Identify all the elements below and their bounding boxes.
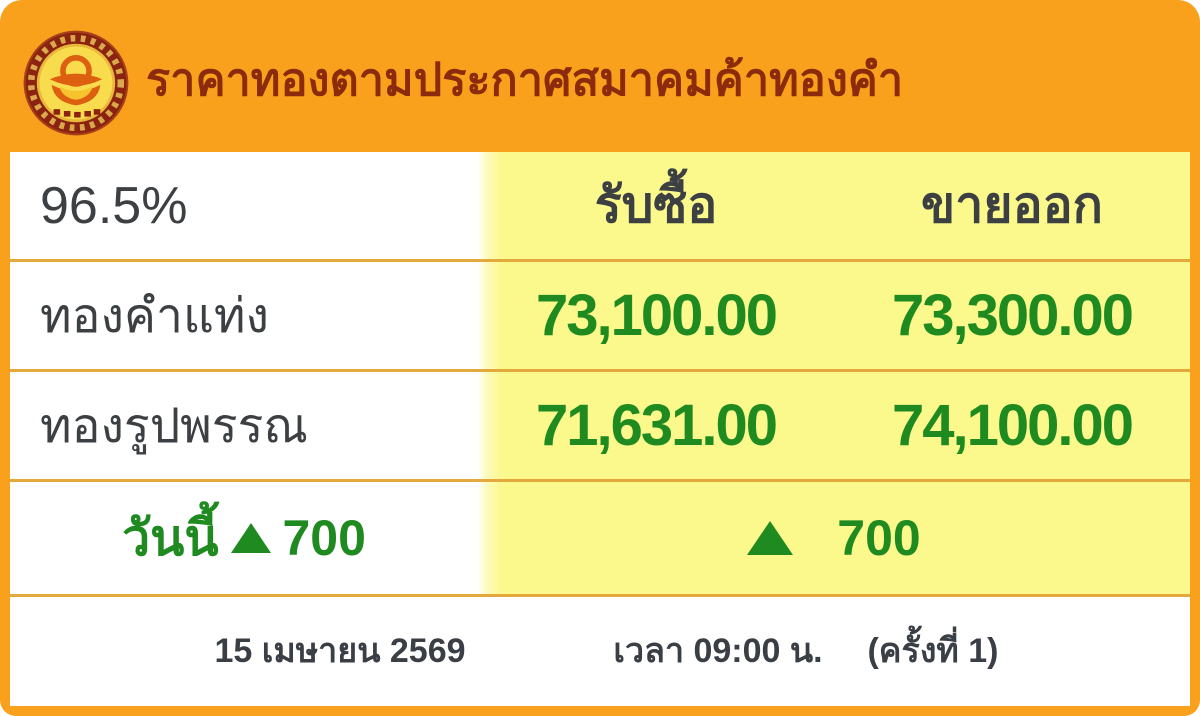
board-header: ราคาทองตามประกาศสมาคมค้าทองคำ — [0, 0, 1200, 152]
announcement-round-text: (ครั้งที่ 1) — [867, 632, 999, 670]
header-columns: รับซื้อ ขายออก — [478, 152, 1190, 259]
buy-price: 71,631.00 — [535, 393, 778, 458]
buy-price: 73,100.00 — [535, 283, 778, 348]
product-label: ทองรูปพรรณ — [40, 399, 308, 453]
page-title: ราคาทองตามประกาศสมาคมค้าทองคำ — [146, 54, 904, 105]
table-row-gold-bar: ทองคำแท่ง 73,100.00 73,300.00 — [10, 262, 1190, 372]
price-table: 96.5% รับซื้อ ขายออก ทองคำแท่ง 73,100.00 — [10, 152, 1190, 706]
gold-association-logo-icon — [23, 30, 129, 136]
buy-price-cell: 71,631.00 — [478, 392, 834, 459]
product-label: ทองคำแท่ง — [40, 289, 269, 343]
buy-column-header: รับซื้อ — [594, 177, 718, 233]
table-row-gold-jewelry: ทองรูปพรรณ 71,631.00 74,100.00 — [10, 372, 1190, 482]
sell-price-cell: 73,300.00 — [834, 282, 1190, 349]
buy-price-cell: 73,100.00 — [478, 282, 834, 349]
price-cells: 71,631.00 74,100.00 — [478, 372, 1190, 479]
up-arrow-icon — [747, 521, 794, 555]
sell-price: 74,100.00 — [891, 393, 1134, 458]
sell-price-cell: 74,100.00 — [834, 392, 1190, 459]
price-change-value: 700 — [837, 510, 921, 566]
up-arrow-icon — [230, 523, 271, 553]
today-label: วันนี้ — [122, 509, 219, 566]
table-header-row: 96.5% รับซื้อ ขายออก — [10, 152, 1190, 262]
purity-cell: 96.5% — [10, 152, 478, 259]
sell-price: 73,300.00 — [891, 283, 1134, 348]
today-change-cell: วันนี้ 700 — [10, 482, 478, 594]
footer-row: 15 เมษายน 2569 เวลา 09:00 น. (ครั้งที่ 1… — [10, 597, 1190, 703]
sell-column-header-cell: ขายออก — [834, 166, 1190, 245]
buy-column-header-cell: รับซื้อ — [478, 166, 834, 245]
price-cells: 73,100.00 73,300.00 — [478, 262, 1190, 369]
today-change-value: 700 — [282, 510, 366, 566]
product-label-cell: ทองรูปพรรณ — [10, 372, 478, 479]
product-label-cell: ทองคำแท่ง — [10, 262, 478, 369]
time-text: เวลา 09:00 น. — [613, 632, 823, 670]
sell-column-header: ขายออก — [921, 177, 1103, 233]
date-text: 15 เมษายน 2569 — [214, 632, 466, 670]
table-row-daily-change: วันนี้ 700 700 — [10, 482, 1190, 597]
purity-value: 96.5% — [40, 176, 188, 235]
price-change-cell: 700 — [478, 482, 1190, 594]
